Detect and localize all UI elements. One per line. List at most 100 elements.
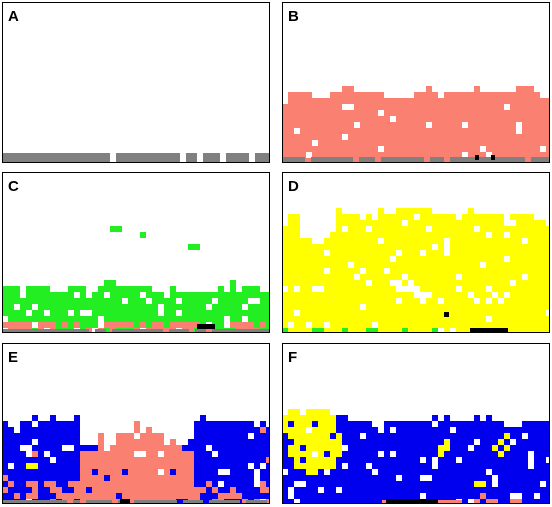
cell-run <box>32 445 62 451</box>
bottom-strip <box>95 329 106 333</box>
cell-run <box>282 122 354 128</box>
cell-run <box>86 487 92 493</box>
cell-run <box>110 475 194 481</box>
cell-run <box>312 421 318 427</box>
panel-a-art <box>2 2 270 163</box>
cell-run <box>248 316 270 322</box>
cell-run <box>372 463 432 469</box>
bottom-strip <box>154 153 180 163</box>
cell-run <box>330 322 372 328</box>
black-block <box>475 155 479 160</box>
cell-run <box>336 421 372 427</box>
bottom-strip <box>157 329 163 333</box>
cell-run <box>366 304 550 310</box>
cell-run <box>282 316 486 322</box>
bottom-strip <box>212 329 233 333</box>
cell-run <box>146 322 152 328</box>
cell-run <box>282 475 396 481</box>
cell-run <box>534 451 550 457</box>
cell-run <box>20 421 32 427</box>
cell-run <box>294 421 312 427</box>
cell-run <box>450 439 474 445</box>
cell-run <box>474 481 486 487</box>
cell-run <box>170 439 176 445</box>
cell-run <box>98 469 122 475</box>
cell-run <box>230 469 254 475</box>
panel-frame <box>2 343 270 504</box>
bottom-strip <box>481 157 500 163</box>
bottom-strip <box>86 500 112 504</box>
bottom-strip <box>2 329 24 333</box>
cell-run <box>402 475 420 481</box>
cell-run <box>194 457 266 463</box>
cell-run <box>182 298 212 304</box>
bottom-strip <box>136 153 154 163</box>
cell-run <box>348 328 366 333</box>
panel-d-art <box>282 172 550 333</box>
cell-run <box>318 469 324 475</box>
cell-run <box>288 469 306 475</box>
cell-layer <box>2 415 270 504</box>
cell-run <box>480 226 550 232</box>
cell-run <box>254 463 260 469</box>
bottom-strip <box>49 500 67 504</box>
cell-run <box>462 499 468 504</box>
cell-run <box>300 310 546 316</box>
cell-run <box>266 457 270 463</box>
cell-run <box>288 98 550 104</box>
cell-run <box>384 421 432 427</box>
cell-run <box>474 499 480 504</box>
panel-f-label: F <box>288 349 298 366</box>
cell-run <box>38 439 80 445</box>
cell-run <box>282 487 288 493</box>
panel-frame <box>282 2 550 163</box>
cell-run <box>80 457 194 463</box>
cell-run <box>336 220 402 226</box>
cell-run <box>212 445 270 451</box>
cell-run <box>282 427 306 433</box>
cell-run <box>336 214 360 220</box>
cell-run <box>282 298 396 304</box>
cell-run <box>212 304 242 310</box>
cell-run <box>182 310 270 316</box>
cell-run <box>134 421 140 427</box>
cell-run <box>348 226 366 232</box>
cell-run <box>164 310 176 316</box>
cell-run <box>462 286 486 292</box>
cell-run <box>528 274 550 280</box>
cell-run <box>378 322 550 328</box>
cell-run <box>468 208 474 214</box>
cell-run <box>104 316 224 322</box>
cell-run <box>80 469 92 475</box>
bottom-strip <box>500 157 525 163</box>
cell-run <box>242 493 270 499</box>
cell-run <box>486 146 540 152</box>
cell-run <box>396 451 438 457</box>
cell-run <box>438 445 450 451</box>
panel-frame <box>2 172 270 333</box>
cell-run <box>98 433 104 439</box>
cell-run <box>294 322 306 328</box>
cell-run <box>134 322 140 328</box>
cell-run <box>26 463 38 469</box>
cell-run <box>318 451 324 457</box>
bottom-strip <box>246 500 267 504</box>
cell-run <box>266 481 270 487</box>
black-block <box>491 155 495 160</box>
cell-run <box>98 286 152 292</box>
cell-run <box>504 451 528 457</box>
cell-run <box>170 322 200 328</box>
cell-run <box>408 274 456 280</box>
cell-run <box>438 463 528 469</box>
cell-run <box>74 415 80 421</box>
bottom-strip <box>327 157 353 163</box>
cell-run <box>38 481 44 487</box>
cell-run <box>194 451 212 457</box>
cell-run <box>282 226 300 232</box>
cell-run <box>420 286 456 292</box>
cell-run <box>306 457 336 463</box>
cell-run <box>306 409 330 415</box>
cell-run <box>2 475 8 481</box>
cell-run <box>306 445 342 451</box>
cell-run <box>312 427 336 433</box>
